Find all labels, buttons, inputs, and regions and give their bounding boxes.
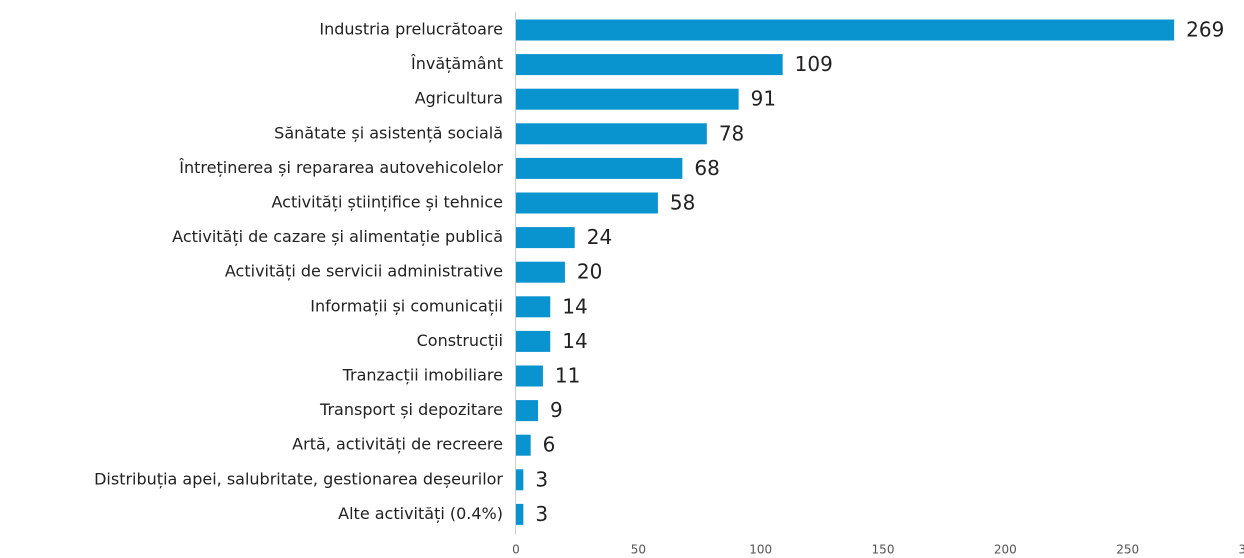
value-label: 109	[795, 52, 833, 76]
x-tick-label: 300	[1239, 543, 1244, 557]
value-label: 3	[535, 467, 548, 491]
bar	[516, 123, 707, 145]
bar	[516, 157, 683, 179]
value-label: 20	[577, 260, 602, 284]
y-tick-label: Agricultura	[415, 89, 503, 108]
y-tick-label: Tranzacții imobiliare	[342, 366, 503, 385]
value-label: 91	[751, 87, 776, 111]
value-label: 14	[562, 294, 587, 318]
bar	[516, 19, 1175, 41]
bar	[516, 365, 543, 387]
value-label: 3	[535, 502, 548, 526]
value-label: 58	[670, 191, 695, 215]
bar	[516, 54, 783, 76]
bar	[516, 503, 524, 525]
y-tick-label: Activități științifice și tehnice	[272, 193, 504, 212]
y-tick-label: Activități de servicii administrative	[225, 262, 503, 281]
y-tick-label: Transport și depozitare	[319, 400, 503, 419]
bar	[516, 192, 658, 214]
y-tick-label: Artă, activități de recreere	[292, 435, 503, 454]
bar	[516, 227, 575, 249]
value-label: 9	[550, 398, 563, 422]
value-label: 11	[555, 364, 580, 388]
value-label: 24	[587, 225, 612, 249]
bar	[516, 296, 551, 318]
y-tick-label: Informații și comunicații	[310, 296, 503, 315]
x-tick-label: 100	[749, 543, 772, 557]
value-label: 68	[694, 156, 719, 180]
x-tick-label: 50	[631, 543, 646, 557]
bar	[516, 400, 539, 422]
x-tick-label: 150	[872, 543, 895, 557]
y-tick-label: Învățământ	[410, 54, 503, 73]
bar	[516, 88, 739, 110]
y-tick-label: Alte activități (0.4%)	[338, 504, 503, 523]
value-label: 78	[719, 121, 744, 145]
x-tick-label: 250	[1116, 543, 1139, 557]
y-tick-label: Întreținerea și repararea autovehicolelo…	[178, 158, 503, 177]
bar	[516, 434, 531, 456]
value-label: 14	[562, 329, 587, 353]
x-tick-label: 200	[994, 543, 1017, 557]
y-tick-label: Industria prelucrătoare	[319, 20, 503, 39]
bar	[516, 330, 551, 352]
bar	[516, 469, 524, 491]
y-tick-label: Sănătate și asistență socială	[274, 123, 503, 142]
y-tick-label: Construcții	[417, 331, 503, 350]
value-label: 269	[1186, 18, 1224, 42]
value-label: 6	[543, 433, 556, 457]
bar	[516, 261, 565, 283]
y-tick-label: Activități de cazare și alimentație publ…	[172, 227, 503, 246]
y-tick-label: Distribuția apei, salubritate, gestionar…	[94, 469, 503, 488]
x-tick-label: 0	[512, 543, 520, 557]
